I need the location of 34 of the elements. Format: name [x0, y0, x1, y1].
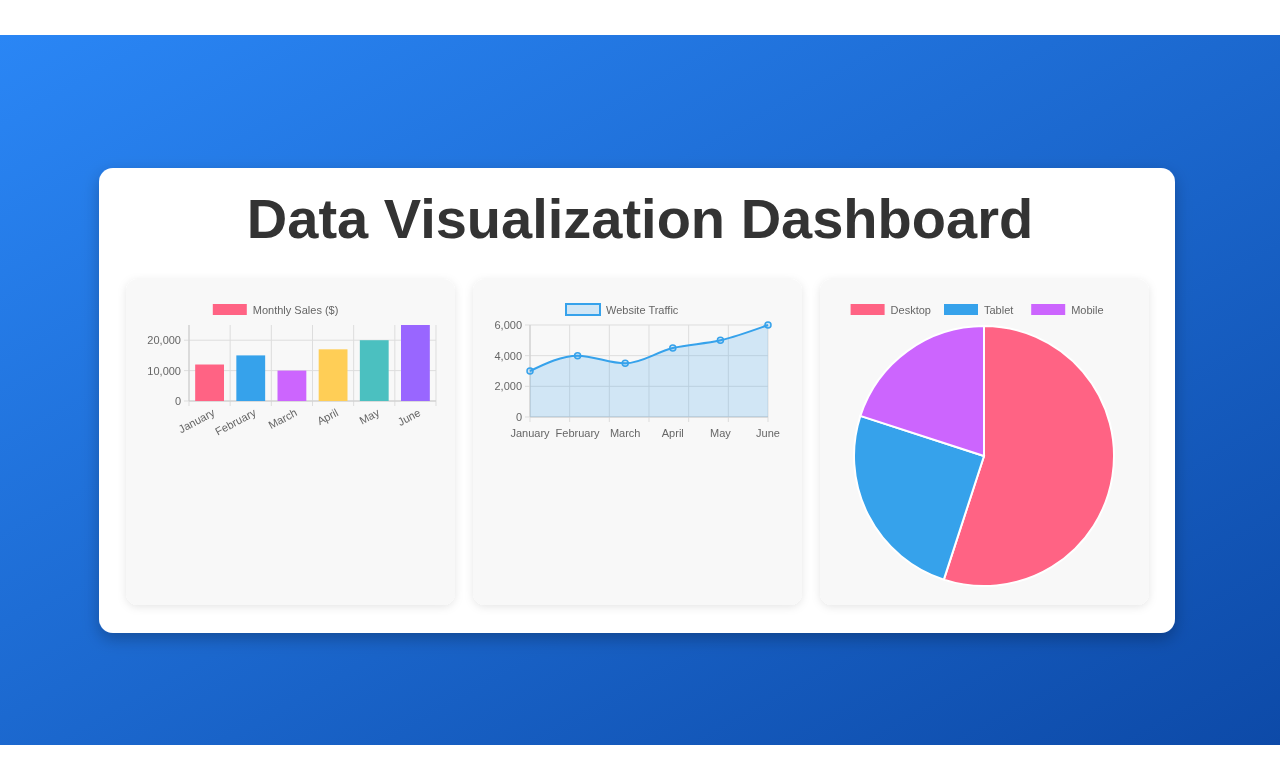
point: [573, 351, 582, 360]
x-tick-label: May: [357, 405, 382, 427]
bar: [277, 370, 307, 401]
bar: [318, 349, 348, 401]
legend-label: Tablet: [984, 304, 1014, 316]
y-tick-label: 10,000: [147, 364, 181, 377]
point: [716, 336, 725, 345]
x-tick-label: June: [395, 406, 423, 428]
x-tick-label: April: [314, 406, 341, 428]
bar: [401, 325, 430, 401]
point: [669, 344, 677, 352]
x-tick-label: January: [510, 427, 551, 439]
bar: [195, 364, 224, 401]
x-tick-label: February: [555, 427, 601, 439]
bar: [236, 355, 266, 401]
legend-label: Mobile: [1071, 304, 1104, 316]
point: [526, 367, 534, 375]
y-tick-label: 0: [174, 395, 181, 407]
legend-label: Monthly Sales ($): [252, 304, 339, 316]
bar: [359, 340, 389, 401]
y-tick-label: 20,000: [147, 334, 181, 347]
point: [764, 321, 772, 329]
text: Data Visualization Dashboard: [246, 187, 1034, 250]
legend-label: Desktop: [890, 304, 931, 316]
legend-label: Website Traffic: [606, 304, 679, 316]
x-tick-label: May: [710, 427, 732, 439]
x-tick-label: March: [609, 427, 641, 439]
y-tick-label: 2,000: [494, 380, 522, 393]
x-tick-label: April: [661, 427, 684, 439]
point: [621, 359, 629, 368]
y-tick-label: 0: [515, 411, 522, 423]
y-tick-label: 6,000: [494, 319, 522, 331]
x-tick-label: June: [756, 427, 780, 439]
y-tick-label: 4,000: [494, 349, 522, 362]
